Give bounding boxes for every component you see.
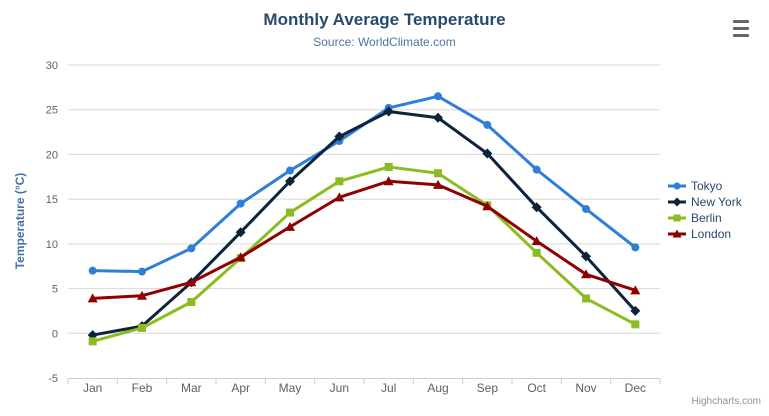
data-point[interactable]	[236, 199, 245, 208]
y-axis-label: 0	[52, 328, 58, 340]
data-point[interactable]	[286, 208, 294, 217]
triangle-legend-marker	[668, 229, 686, 238]
data-point[interactable]	[434, 92, 442, 101]
x-axis-label: Jun	[330, 381, 349, 395]
axis-layer: -5 0 5 10 15 20 25 30 Jan Feb Mar Apr May Jun Jul Aug Se…	[46, 60, 661, 395]
data-point[interactable]	[482, 148, 493, 159]
x-axis-label: Aug	[427, 381, 448, 395]
data-point[interactable]	[531, 202, 542, 213]
credits-link[interactable]: Highcharts.com	[691, 396, 761, 407]
chart-title: Monthly Average Temperature	[263, 10, 506, 29]
data-point[interactable]	[285, 176, 295, 187]
y-axis-label: 10	[46, 239, 58, 251]
legend-item-london[interactable]: London	[668, 226, 742, 242]
data-point[interactable]	[631, 243, 640, 252]
y-axis-title: Temperature (°C)	[13, 173, 27, 270]
hamburger-bar	[733, 19, 749, 23]
data-point[interactable]	[187, 297, 196, 306]
y-axis-label: 30	[46, 60, 58, 72]
data-point[interactable]	[582, 204, 590, 213]
legend-marker-symbol	[672, 229, 682, 238]
data-point[interactable]	[334, 131, 345, 142]
data-point[interactable]	[88, 266, 97, 275]
legend-marker-symbol	[673, 182, 681, 190]
data-point[interactable]	[433, 112, 443, 123]
data-point[interactable]	[138, 267, 146, 276]
y-axis-label: -5	[48, 373, 58, 385]
data-point[interactable]	[87, 293, 98, 303]
data-point[interactable]	[482, 201, 493, 211]
data-point[interactable]	[630, 305, 641, 316]
data-point[interactable]	[235, 227, 246, 238]
data-point[interactable]	[433, 179, 443, 189]
y-axis-label: 5	[52, 284, 58, 296]
series-line-berlin	[91, 165, 637, 343]
legend-marker-symbol	[672, 197, 682, 207]
y-axis-label: 15	[46, 194, 58, 206]
legend-item-label: Berlin	[691, 211, 722, 225]
data-point[interactable]	[582, 294, 590, 303]
legend-item-label: New York	[691, 195, 742, 209]
legend-item-label: Tokyo	[691, 179, 723, 193]
data-point[interactable]	[88, 337, 97, 346]
legend: Tokyo New York Berlin London	[668, 178, 742, 242]
data-point[interactable]	[186, 277, 197, 287]
x-axis-label: Oct	[527, 381, 546, 395]
x-axis-label: Jan	[83, 381, 102, 395]
series-line-london	[91, 179, 637, 300]
data-point[interactable]	[286, 166, 294, 175]
data-point[interactable]	[631, 320, 640, 329]
data-point[interactable]	[531, 236, 542, 246]
data-point[interactable]	[138, 323, 146, 332]
data-point[interactable]	[630, 285, 641, 295]
data-point[interactable]	[434, 169, 442, 178]
data-point[interactable]	[532, 165, 541, 174]
data-point[interactable]	[187, 244, 196, 253]
data-point[interactable]	[383, 106, 394, 117]
data-point[interactable]	[235, 252, 246, 262]
x-axis-label: Sep	[477, 381, 499, 395]
legend-marker-symbol	[673, 214, 681, 222]
diamond-legend-marker	[668, 197, 686, 207]
y-axis-label: 25	[46, 105, 58, 117]
hamburger-menu-icon	[730, 19, 752, 37]
x-axis-label: Nov	[575, 381, 596, 395]
data-point[interactable]	[335, 177, 344, 186]
data-point[interactable]	[581, 251, 591, 262]
data-point[interactable]	[137, 290, 147, 300]
data-point[interactable]	[384, 162, 393, 171]
chart-subtitle: Source: WorldClimate.com	[313, 35, 456, 49]
data-point[interactable]	[383, 176, 394, 186]
series-layer	[87, 92, 641, 346]
data-point[interactable]	[285, 221, 295, 231]
data-point[interactable]	[532, 248, 541, 257]
x-axis-label: Apr	[231, 381, 250, 395]
legend-item-new-york[interactable]: New York	[668, 194, 742, 210]
y-axis-label: 20	[46, 149, 58, 161]
x-axis-label: May	[279, 381, 302, 395]
x-axis-label: Mar	[181, 381, 202, 395]
circle-legend-marker	[668, 182, 686, 190]
hamburger-bar	[733, 33, 749, 37]
legend-item-label: London	[691, 227, 732, 241]
hamburger-bar	[733, 26, 749, 30]
x-axis-label: Jul	[381, 381, 396, 395]
legend-item-berlin[interactable]: Berlin	[668, 210, 742, 226]
legend-item-tokyo[interactable]: Tokyo	[668, 178, 742, 194]
chart-context-menu-button[interactable]	[728, 16, 754, 40]
x-axis-label: Feb	[132, 381, 153, 395]
x-axis-label: Dec	[625, 381, 646, 395]
data-point[interactable]	[581, 269, 591, 279]
square-legend-marker	[668, 214, 686, 222]
data-point[interactable]	[483, 120, 492, 129]
series-line-new-york	[91, 110, 637, 337]
data-point[interactable]	[334, 192, 345, 202]
